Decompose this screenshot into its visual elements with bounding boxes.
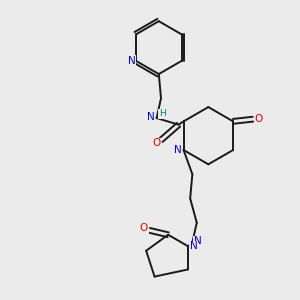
Text: H: H — [159, 109, 166, 118]
Text: N: N — [128, 56, 135, 66]
Text: N: N — [174, 145, 182, 155]
Text: O: O — [140, 223, 148, 233]
Text: N: N — [194, 236, 202, 246]
Text: N: N — [147, 112, 155, 122]
Text: O: O — [152, 138, 161, 148]
Text: N: N — [190, 241, 197, 251]
Text: O: O — [254, 114, 262, 124]
